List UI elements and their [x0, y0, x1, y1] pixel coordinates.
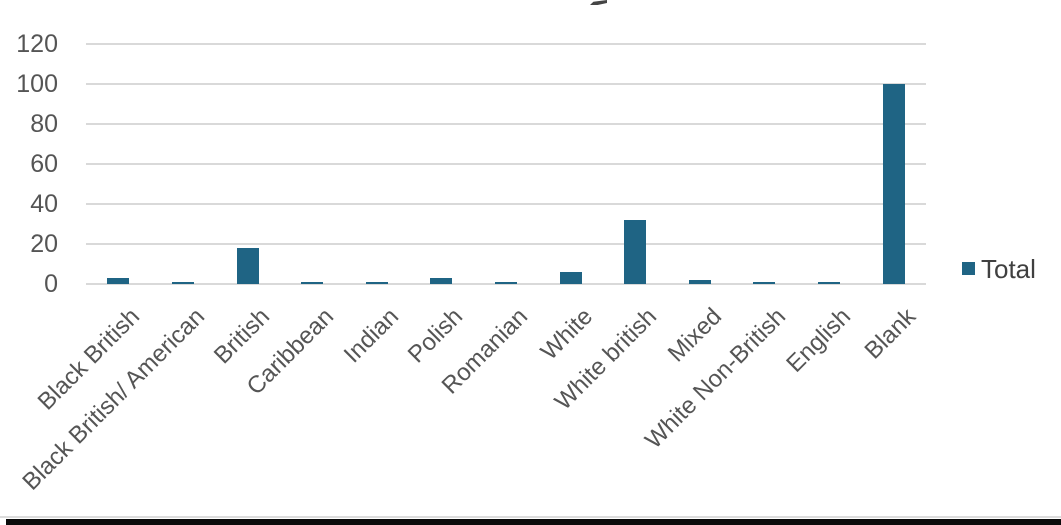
bar — [624, 220, 647, 284]
x-axis-category-label: English — [781, 303, 857, 378]
y-axis-tick-label: 80 — [30, 110, 58, 138]
bar — [301, 282, 324, 284]
gridline — [86, 83, 926, 85]
x-axis-category-label: Indian — [338, 303, 404, 369]
x-axis-line — [86, 283, 926, 285]
y-axis-tick-label: 60 — [30, 150, 58, 178]
y-axis-tick-label: 0 — [44, 270, 58, 298]
bar — [882, 84, 905, 284]
bar — [559, 272, 582, 284]
bar — [495, 282, 517, 284]
gridline — [86, 203, 926, 205]
gridline — [86, 243, 926, 245]
y-axis-tick-label: 40 — [30, 190, 58, 218]
y-axis-tick-label: 100 — [16, 70, 58, 98]
y-axis-tick-label: 20 — [30, 230, 58, 258]
legend: Total — [962, 254, 1036, 284]
bar — [753, 282, 776, 284]
gridline — [86, 123, 926, 125]
x-axis-category-label: Blank — [859, 303, 921, 365]
gridline — [86, 163, 926, 165]
bar — [688, 280, 711, 284]
y-axis-tick-label: 120 — [16, 30, 58, 58]
bottom-hairline-divider — [0, 516, 1061, 518]
bar — [365, 282, 388, 284]
bottom-window-edge-bar — [6, 519, 1061, 525]
bar — [430, 278, 453, 284]
bar — [236, 248, 259, 284]
gridline — [86, 43, 926, 45]
bar — [107, 278, 130, 284]
legend-label: Total — [981, 254, 1036, 284]
bar — [818, 282, 841, 284]
bar — [171, 282, 194, 284]
clipped-title-fragment — [590, 0, 607, 5]
legend-swatch-icon — [962, 262, 975, 275]
